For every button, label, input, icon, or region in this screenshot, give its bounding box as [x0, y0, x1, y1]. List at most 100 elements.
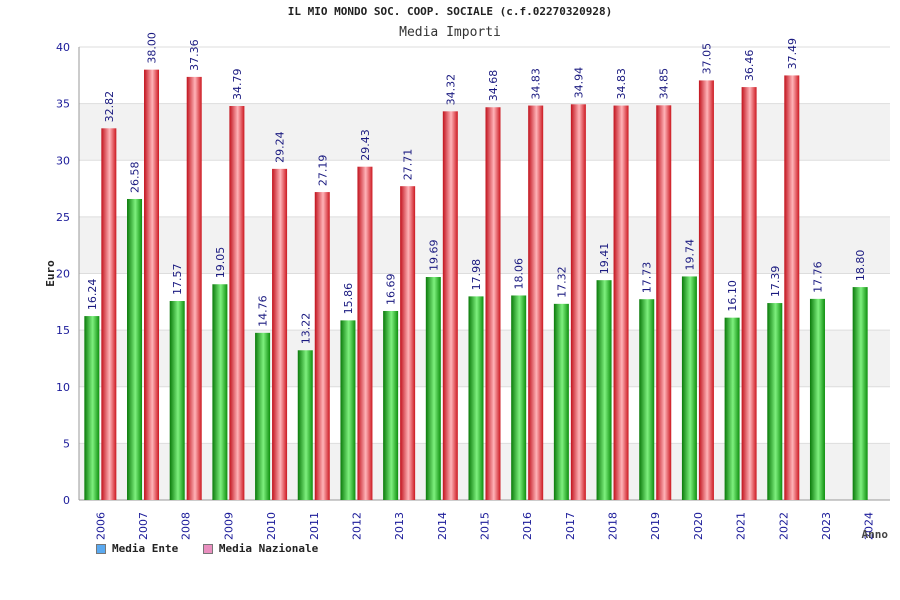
bar-media-ente: [767, 303, 783, 500]
data-label: 34.79: [231, 69, 244, 100]
data-label: 29.24: [274, 131, 287, 163]
bar-media-nazionale: [613, 105, 629, 501]
data-label: 19.69: [427, 240, 440, 272]
bar-media-nazionale: [528, 105, 544, 501]
bar-media-nazionale: [442, 111, 458, 501]
bar-media-nazionale: [357, 166, 373, 500]
bar-media-ente: [383, 310, 399, 500]
x-tick-label: 2013: [393, 512, 406, 540]
x-tick-label: 2011: [308, 512, 321, 540]
data-label: 14.76: [257, 295, 270, 327]
legend-swatch-media-nazionale: [202, 544, 213, 554]
bar-media-ente: [169, 301, 185, 500]
bar-media-ente: [340, 320, 356, 500]
y-axis-label: Euro: [44, 260, 57, 287]
bar-media-nazionale: [144, 69, 160, 501]
chart-subtitle: Media Importi: [399, 25, 501, 40]
data-label: 19.41: [598, 243, 611, 275]
data-label: 17.32: [555, 266, 568, 298]
x-tick-label: 2014: [436, 512, 449, 540]
bar-media-ente: [852, 287, 868, 500]
bar-media-nazionale: [784, 75, 800, 500]
data-label: 15.86: [342, 283, 355, 315]
data-label: 34.85: [658, 68, 671, 100]
x-tick-label: 2007: [137, 512, 150, 540]
bar-media-ente: [639, 299, 655, 500]
y-tick-label: 15: [56, 324, 70, 337]
data-label: 17.73: [641, 262, 654, 294]
x-tick-label: 2008: [180, 512, 193, 540]
data-label: 34.94: [572, 67, 585, 99]
data-label: 37.05: [700, 43, 713, 75]
bar-media-ente: [425, 277, 441, 500]
data-label: 17.57: [171, 264, 184, 296]
data-label: 37.49: [786, 38, 799, 70]
data-label: 19.74: [683, 239, 696, 271]
bar-media-nazionale: [698, 80, 714, 500]
data-label: 37.36: [188, 39, 201, 71]
bar-media-ente: [212, 284, 228, 500]
data-label: 34.68: [487, 70, 500, 102]
data-label: 34.32: [444, 74, 457, 106]
y-tick-label: 35: [56, 98, 70, 111]
bar-media-ente: [553, 303, 569, 500]
bar-media-ente: [596, 280, 612, 500]
y-tick-label: 25: [56, 211, 70, 224]
x-tick-label: 2024: [863, 512, 876, 540]
bar-media-nazionale: [272, 168, 288, 500]
x-tick-label: 2021: [735, 512, 748, 540]
x-tick-label: 2010: [265, 512, 278, 540]
bar-media-ente: [84, 316, 100, 500]
x-axis-label: Anno: [862, 528, 889, 541]
data-label: 18.06: [513, 258, 526, 290]
bar-media-ente: [511, 295, 527, 500]
data-label: 13.22: [299, 313, 312, 345]
y-tick-label: 10: [56, 381, 70, 394]
bar-media-ente: [468, 296, 484, 500]
data-label: 29.43: [359, 129, 372, 161]
data-label: 19.05: [214, 247, 227, 279]
bar-media-nazionale: [485, 107, 501, 501]
bar-media-ente: [255, 332, 271, 500]
x-tick-label: 2009: [222, 512, 235, 540]
bar-media-ente: [724, 317, 740, 500]
x-tick-label: 2012: [350, 512, 363, 540]
legend-label-media-ente: Media Ente: [112, 542, 179, 555]
y-tick-label: 30: [56, 154, 70, 167]
x-tick-label: 2020: [692, 512, 705, 540]
data-label: 17.98: [470, 259, 483, 291]
chart-title: IL MIO MONDO SOC. COOP. SOCIALE (c.f.022…: [287, 5, 613, 18]
bar-media-ente: [809, 298, 825, 500]
x-tick-label: 2017: [564, 512, 577, 540]
legend-item-media-ente: Media Ente: [96, 542, 178, 555]
y-tick-label: 20: [56, 268, 70, 281]
bar-media-ente: [681, 276, 697, 500]
x-tick-label: 2015: [479, 512, 492, 540]
bar-media-nazionale: [229, 106, 245, 501]
y-tick-label: 40: [56, 41, 70, 54]
data-label: 17.76: [811, 261, 824, 293]
bar-media-nazionale: [741, 87, 757, 500]
x-tick-label: 2018: [607, 512, 620, 540]
bar-media-nazionale: [656, 105, 672, 500]
data-label: 38.00: [146, 32, 159, 64]
data-label: 34.83: [615, 68, 628, 100]
x-tick-label: 2016: [521, 512, 534, 540]
data-label: 18.80: [854, 250, 867, 282]
x-tick-label: 2019: [649, 512, 662, 540]
y-tick-label: 5: [63, 437, 70, 450]
bar-media-nazionale: [186, 76, 202, 500]
legend-swatch-media-ente: [96, 544, 106, 554]
x-tick-label: 2006: [94, 512, 107, 540]
data-label: 34.83: [530, 68, 543, 100]
bar-media-ente: [127, 198, 143, 500]
data-label: 26.58: [129, 161, 142, 193]
legend: Media Ente Media Nazionale: [96, 542, 336, 555]
legend-item-media-nazionale: Media Nazionale: [202, 542, 318, 555]
data-label: 27.19: [316, 155, 329, 187]
x-tick-label: 2023: [820, 512, 833, 540]
x-tick-label: 2022: [777, 512, 790, 540]
bar-media-nazionale: [314, 192, 330, 501]
bar-media-ente: [297, 350, 313, 500]
